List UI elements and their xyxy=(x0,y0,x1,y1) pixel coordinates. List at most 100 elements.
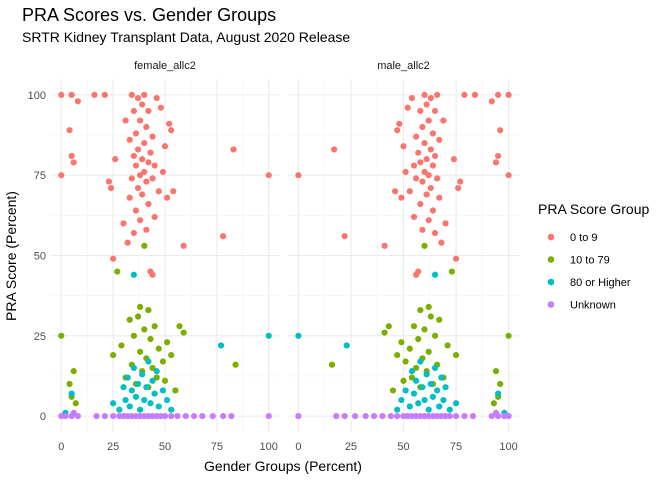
data-point xyxy=(134,380,142,388)
data-point xyxy=(396,120,403,127)
data-point xyxy=(488,98,495,105)
data-point xyxy=(151,162,158,169)
data-point xyxy=(328,361,336,368)
x-tick-label: 25 xyxy=(107,441,119,453)
data-point xyxy=(394,351,401,359)
data-point xyxy=(398,339,405,346)
data-point xyxy=(139,156,146,163)
legend: 0 to 9 10 to 79 80 or Higher Unknown xyxy=(547,232,631,312)
data-point xyxy=(494,152,502,160)
data-point xyxy=(417,201,424,208)
data-point xyxy=(62,413,69,420)
data-point xyxy=(130,152,137,160)
data-point xyxy=(120,384,127,391)
data-point xyxy=(385,323,392,330)
data-point xyxy=(132,207,140,214)
data-point xyxy=(494,390,502,397)
data-point xyxy=(134,146,142,153)
facet-label: male_allc2 xyxy=(377,60,430,72)
data-point xyxy=(219,233,227,240)
chart-subtitle: SRTR Kidney Transplant Data, August 2020… xyxy=(22,29,351,45)
data-point xyxy=(149,175,156,182)
data-point xyxy=(151,390,158,397)
data-point xyxy=(155,345,162,352)
data-point xyxy=(427,184,434,192)
data-point xyxy=(410,323,418,330)
data-point xyxy=(58,91,65,98)
data-point xyxy=(265,332,272,339)
x-tick-label: 25 xyxy=(345,441,357,453)
data-point xyxy=(415,335,422,343)
legend-item: 10 to 79 xyxy=(547,255,610,267)
data-point xyxy=(417,159,424,166)
data-point xyxy=(137,348,144,355)
data-point xyxy=(153,368,160,375)
data-point xyxy=(149,377,156,384)
x-tick-label: 100 xyxy=(260,441,278,453)
facet-label: female_allc2 xyxy=(134,60,196,72)
data-point xyxy=(149,271,156,278)
data-point xyxy=(406,403,413,410)
data-point xyxy=(419,384,426,391)
chart-title: PRA Scores vs. Gender Groups xyxy=(22,5,277,25)
data-point xyxy=(452,351,460,359)
data-point xyxy=(110,400,117,407)
data-point xyxy=(446,413,453,420)
data-point xyxy=(429,207,437,214)
data-point xyxy=(130,271,137,278)
data-point xyxy=(163,194,171,201)
data-point xyxy=(58,332,65,339)
data-point xyxy=(126,136,133,143)
data-point xyxy=(492,368,500,375)
data-point xyxy=(381,329,388,336)
data-point xyxy=(452,400,460,407)
data-point xyxy=(402,168,409,176)
data-point xyxy=(147,400,154,407)
data-point xyxy=(180,329,187,336)
data-point xyxy=(120,220,127,227)
data-point xyxy=(70,368,77,375)
data-point xyxy=(410,390,418,397)
data-point xyxy=(157,104,164,111)
data-point xyxy=(91,91,98,98)
data-point xyxy=(421,396,428,404)
data-point xyxy=(505,172,512,179)
data-point xyxy=(413,133,420,140)
data-point xyxy=(410,213,418,221)
legend-label: 0 to 9 xyxy=(570,232,598,244)
data-point xyxy=(415,268,422,275)
data-point xyxy=(352,413,359,420)
data-point xyxy=(452,255,460,262)
data-point xyxy=(436,403,443,410)
data-point xyxy=(176,323,183,330)
data-point xyxy=(137,217,144,224)
legend-label: 10 to 79 xyxy=(570,255,610,267)
data-point xyxy=(421,91,428,98)
data-point xyxy=(159,387,167,394)
data-point xyxy=(130,332,137,339)
data-point xyxy=(394,413,401,420)
data-point xyxy=(406,345,413,352)
data-point xyxy=(139,371,146,378)
data-point xyxy=(400,143,407,150)
data-point xyxy=(429,393,437,400)
legend-label: 80 or Higher xyxy=(570,277,631,289)
data-point xyxy=(427,146,434,153)
data-point xyxy=(497,127,504,134)
data-point xyxy=(488,413,495,420)
data-point xyxy=(219,413,227,420)
data-point xyxy=(505,413,512,420)
data-point xyxy=(149,133,156,140)
data-point xyxy=(413,364,420,372)
data-point xyxy=(130,229,137,237)
data-point xyxy=(394,127,401,134)
data-point xyxy=(394,406,401,413)
data-point xyxy=(431,364,439,372)
data-point xyxy=(168,127,175,134)
legend-key xyxy=(547,301,555,308)
data-point xyxy=(128,175,135,182)
data-point xyxy=(122,396,129,404)
data-point xyxy=(387,413,394,420)
data-point xyxy=(143,226,150,233)
data-point xyxy=(130,107,137,115)
